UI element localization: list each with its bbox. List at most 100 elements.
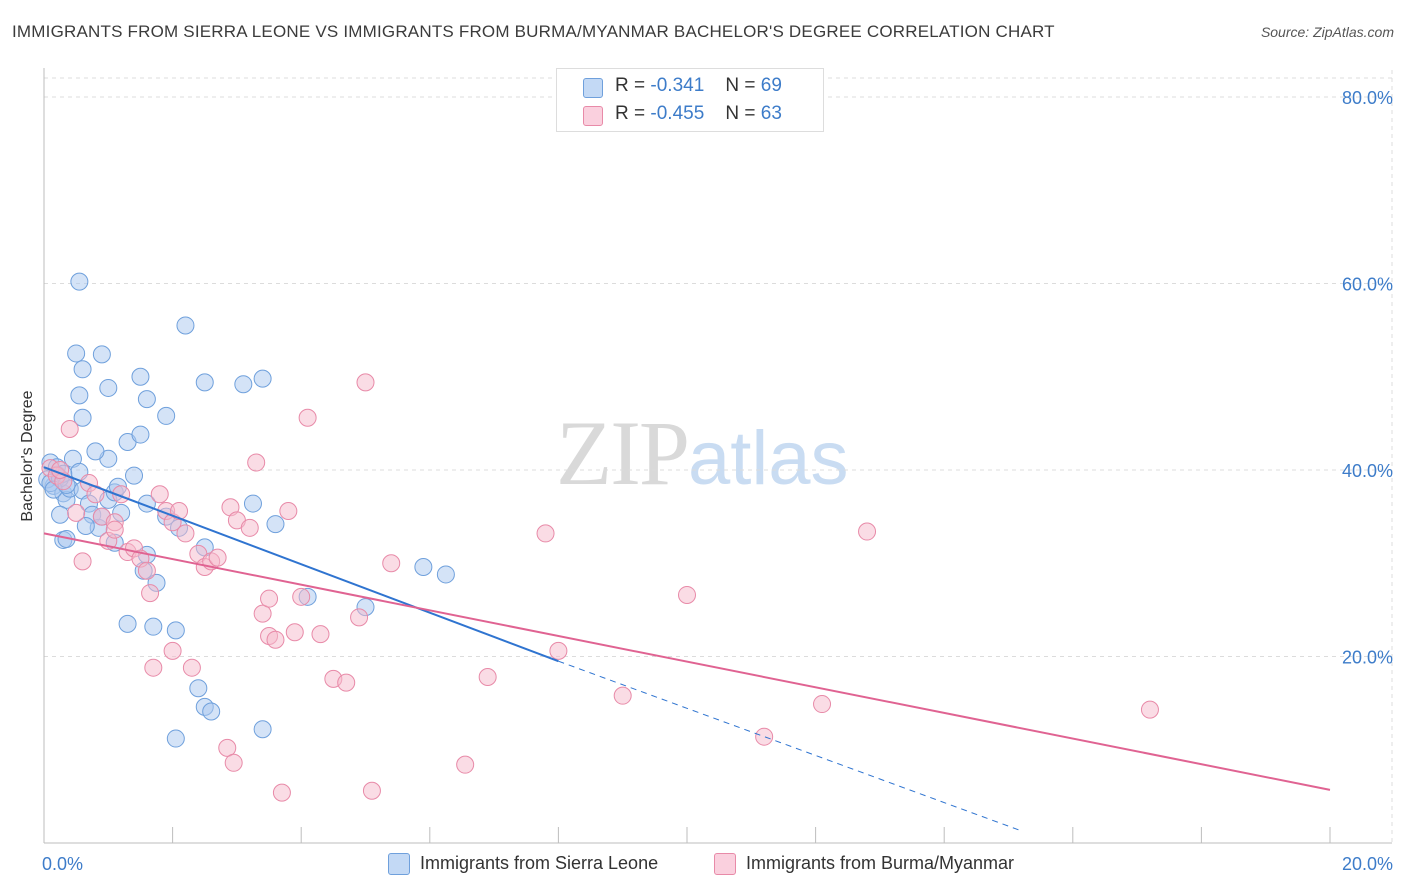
data-point bbox=[414, 557, 433, 576]
data-point bbox=[157, 406, 176, 425]
data-point bbox=[182, 658, 201, 677]
trend-lines bbox=[43, 466, 1331, 832]
bottom-legend-swatch-blue bbox=[388, 853, 410, 875]
y-tick-label: 80.0% bbox=[1342, 88, 1393, 108]
legend-r-value: -0.341 bbox=[650, 75, 705, 96]
data-point bbox=[73, 408, 92, 427]
series-burma-myanmar bbox=[41, 373, 1159, 802]
data-point bbox=[70, 386, 89, 405]
data-point bbox=[456, 755, 475, 774]
data-point bbox=[613, 686, 632, 705]
y-tick-labels: 20.0% 40.0% 60.0% 80.0% 0.0% 20.0% bbox=[42, 88, 1393, 874]
data-point bbox=[337, 673, 356, 692]
data-point bbox=[131, 425, 150, 444]
data-point bbox=[311, 625, 330, 644]
source-label: Source: ZipAtlas.com bbox=[1260, 24, 1394, 40]
data-point bbox=[292, 587, 311, 606]
data-point bbox=[260, 589, 279, 608]
data-point bbox=[144, 617, 163, 636]
data-point bbox=[163, 641, 182, 660]
watermark-zip: ZIP bbox=[556, 402, 690, 504]
data-point bbox=[1140, 700, 1159, 719]
data-point bbox=[218, 738, 237, 757]
data-point bbox=[858, 522, 877, 541]
data-point bbox=[350, 608, 369, 627]
data-point bbox=[166, 621, 185, 640]
data-point bbox=[253, 369, 272, 388]
data-point bbox=[813, 695, 832, 714]
legend-r-value: -0.455 bbox=[650, 103, 705, 124]
data-point bbox=[86, 442, 105, 461]
data-point bbox=[247, 453, 266, 472]
data-point bbox=[141, 584, 160, 603]
axes bbox=[43, 68, 1392, 844]
data-point bbox=[266, 515, 285, 534]
data-point bbox=[382, 554, 401, 573]
data-point bbox=[137, 390, 156, 409]
data-point bbox=[76, 516, 95, 535]
data-point bbox=[144, 658, 163, 677]
data-point bbox=[285, 623, 304, 642]
data-point bbox=[253, 720, 272, 739]
legend-swatch-pink bbox=[583, 106, 603, 126]
legend-swatch-blue bbox=[583, 78, 603, 98]
bottom-legend-swatch-pink bbox=[714, 853, 736, 875]
data-point bbox=[243, 494, 262, 513]
data-point bbox=[678, 585, 696, 604]
data-point bbox=[137, 561, 156, 580]
data-point bbox=[356, 373, 375, 392]
trend-line bbox=[43, 466, 559, 663]
data-point bbox=[70, 272, 89, 291]
data-point bbox=[253, 604, 272, 623]
data-point bbox=[266, 630, 285, 649]
data-point bbox=[60, 419, 79, 438]
legend-r-label: R = bbox=[615, 75, 646, 96]
y-tick-label: 40.0% bbox=[1342, 461, 1393, 481]
data-point bbox=[73, 360, 92, 379]
data-point bbox=[272, 783, 291, 802]
data-point bbox=[166, 729, 185, 748]
data-point bbox=[755, 727, 774, 746]
watermark-atlas: atlas bbox=[688, 416, 849, 501]
data-point bbox=[118, 614, 137, 633]
x-tick-label: 20.0% bbox=[1342, 854, 1393, 874]
data-point bbox=[208, 548, 227, 567]
data-point bbox=[176, 316, 195, 335]
correlation-legend: R = -0.341 N = 69 R = -0.455 N = 63 bbox=[556, 68, 824, 132]
data-point bbox=[436, 565, 455, 584]
y-tick-label: 20.0% bbox=[1342, 648, 1393, 668]
x-tick-label: 0.0% bbox=[42, 854, 83, 874]
data-point bbox=[195, 373, 214, 392]
y-tick-label: 60.0% bbox=[1342, 275, 1393, 295]
watermark: ZIPatlas bbox=[556, 400, 849, 506]
chart-title: IMMIGRANTS FROM SIERRA LEONE VS IMMIGRAN… bbox=[12, 22, 1055, 41]
legend-n-value: 69 bbox=[760, 75, 782, 96]
data-point bbox=[240, 518, 259, 537]
data-point bbox=[125, 466, 144, 485]
data-point bbox=[92, 345, 111, 364]
data-point bbox=[105, 520, 124, 539]
legend-r-label: R = bbox=[615, 103, 646, 124]
legend-n-label: N = bbox=[725, 75, 756, 96]
data-point bbox=[549, 641, 568, 660]
data-point bbox=[131, 367, 150, 386]
data-point bbox=[176, 524, 195, 543]
trend-line bbox=[43, 532, 1331, 791]
data-point bbox=[362, 781, 381, 800]
data-point bbox=[51, 505, 70, 524]
data-point bbox=[536, 524, 555, 543]
bottom-legend-label: Immigrants from Sierra Leone bbox=[420, 853, 659, 873]
data-point bbox=[279, 502, 298, 521]
data-point bbox=[478, 668, 497, 687]
data-point bbox=[99, 378, 118, 397]
trend-line-extension bbox=[558, 660, 1022, 832]
data-point bbox=[202, 702, 221, 721]
data-point bbox=[73, 552, 92, 571]
data-point bbox=[298, 408, 317, 427]
data-point bbox=[224, 753, 243, 772]
data-point bbox=[189, 679, 208, 698]
data-point bbox=[67, 344, 86, 363]
grid-lines bbox=[44, 70, 1393, 843]
data-point bbox=[170, 502, 189, 521]
